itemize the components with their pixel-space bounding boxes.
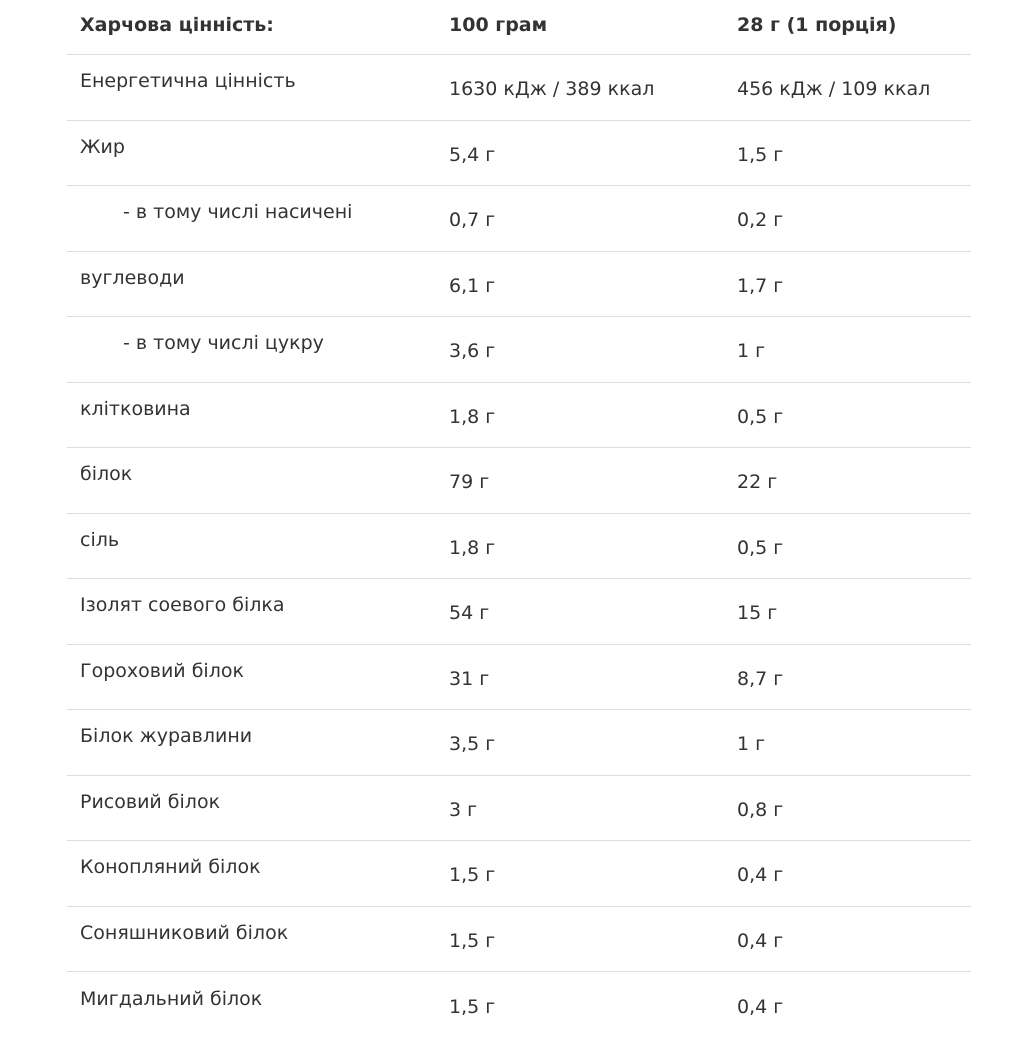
value-per-100g: 1,5 г (449, 929, 496, 952)
value-per-100g: 31 г (449, 667, 490, 690)
value-per-100g: 6,1 г (449, 274, 496, 297)
value-per-serving: 8,7 г (737, 667, 784, 690)
nutrient-name: Мигдальний білок (80, 987, 263, 1010)
value-per-serving: 0,8 г (737, 798, 784, 821)
table-row: Рисовий білок 3 г 0,8 г (67, 776, 971, 841)
value-per-100g: 1,5 г (449, 864, 496, 887)
header-per-100g: 100 грам (449, 14, 548, 36)
value-per-serving: 456 кДж / 109 ккал (737, 78, 931, 101)
nutrient-name: Конопляний білок (80, 856, 261, 879)
value-per-serving: 1,7 г (737, 274, 784, 297)
nutrition-table: Харчова цінність: 100 грам 28 г (1 порці… (67, 0, 971, 1038)
value-per-serving: 1 г (737, 340, 766, 363)
value-per-100g: 3,5 г (449, 733, 496, 756)
value-per-serving: 1 г (737, 733, 766, 756)
nutrient-name: Гороховий білок (80, 659, 244, 682)
nutrient-name: Енергетична цінність (80, 70, 296, 93)
value-per-serving: 0,4 г (737, 864, 784, 887)
nutrient-name: Соняшниковий білок (80, 921, 289, 944)
nutrient-name: білок (80, 463, 133, 486)
value-per-serving: 0,5 г (737, 405, 784, 428)
table-row: клітковина 1,8 г 0,5 г (67, 383, 971, 448)
value-per-100g: 79 г (449, 471, 490, 494)
value-per-100g: 0,7 г (449, 209, 496, 232)
table-row: білок 79 г 22 г (67, 448, 971, 514)
value-per-serving: 0,4 г (737, 929, 784, 952)
table-row: Ізолят соевого білка 54 г 15 г (67, 579, 971, 645)
table-row: Соняшниковий білок 1,5 г 0,4 г (67, 907, 971, 972)
table-row: сіль 1,8 г 0,5 г (67, 514, 971, 579)
nutrient-name: вуглеводи (80, 266, 185, 289)
value-per-100g: 54 г (449, 602, 490, 625)
table-row: Гороховий білок 31 г 8,7 г (67, 645, 971, 710)
table-body: Енергетична цінність 1630 кДж / 389 ккал 4… (67, 55, 971, 1038)
value-per-serving: 15 г (737, 602, 778, 625)
table-row: Мигдальний білок 1,5 г 0,4 г (67, 972, 971, 1038)
nutrient-name: - в тому числі цукру (123, 332, 324, 355)
value-per-serving: 0,4 г (737, 995, 784, 1018)
nutrient-name: Рисовий білок (80, 790, 221, 813)
value-per-serving: 0,2 г (737, 209, 784, 232)
table-row: Жир 5,4 г 1,5 г (67, 121, 971, 186)
table-row: - в тому числі цукру 3,6 г 1 г (67, 317, 971, 383)
value-per-serving: 0,5 г (737, 536, 784, 559)
nutrient-name: Білок журавлини (80, 725, 253, 748)
value-per-100g: 5,4 г (449, 143, 496, 166)
table-row: - в тому числі насичені 0,7 г 0,2 г (67, 186, 971, 252)
value-per-serving: 1,5 г (737, 143, 784, 166)
header-per-serving: 28 г (1 порція) (737, 14, 897, 36)
value-per-100g: 1630 кДж / 389 ккал (449, 78, 655, 101)
nutrient-name: сіль (80, 528, 120, 551)
value-per-100g: 1,8 г (449, 405, 496, 428)
table-row: Білок журавлини 3,5 г 1 г (67, 710, 971, 776)
value-per-100g: 1,8 г (449, 536, 496, 559)
table-row: вуглеводи 6,1 г 1,7 г (67, 252, 971, 317)
nutrient-name: Жир (80, 135, 125, 158)
table-header-row: Харчова цінність: 100 грам 28 г (1 порці… (67, 0, 971, 55)
value-per-100g: 1,5 г (449, 995, 496, 1018)
nutrient-name: Ізолят соевого білка (80, 594, 285, 617)
value-per-100g: 3 г (449, 798, 478, 821)
nutrient-name: клітковина (80, 397, 191, 420)
nutrient-name: - в тому числі насичені (123, 201, 353, 224)
header-label: Харчова цінність: (80, 14, 274, 36)
value-per-serving: 22 г (737, 471, 778, 494)
table-row: Конопляний білок 1,5 г 0,4 г (67, 841, 971, 907)
value-per-100g: 3,6 г (449, 340, 496, 363)
table-row: Енергетична цінність 1630 кДж / 389 ккал 4… (67, 55, 971, 121)
